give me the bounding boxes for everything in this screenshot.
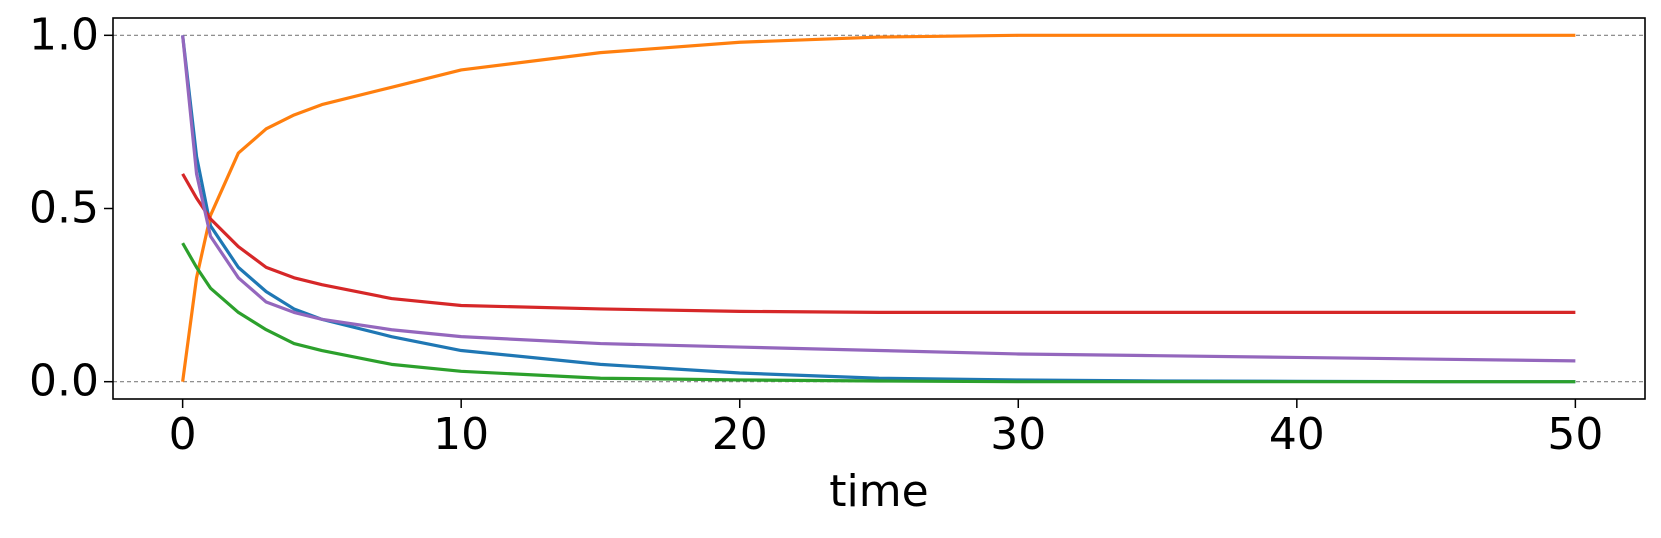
x-axis-label: time [829,466,928,517]
series-line [181,242,1576,384]
y-tick-label: 0.0 [29,356,99,407]
y-tick-label: 0.5 [29,183,99,234]
x-tick-label: 30 [990,409,1046,460]
series-line [181,35,1576,363]
x-tick-label: 0 [169,409,197,460]
x-tick-label: 40 [1269,409,1325,460]
y-tick-label: 1.0 [29,9,99,60]
series-line [181,173,1576,315]
x-tick-label: 50 [1547,409,1603,460]
series-line [181,33,1576,382]
plot-frame [112,17,1646,400]
x-tick-label: 20 [712,409,768,460]
x-tick-label: 10 [433,409,489,460]
